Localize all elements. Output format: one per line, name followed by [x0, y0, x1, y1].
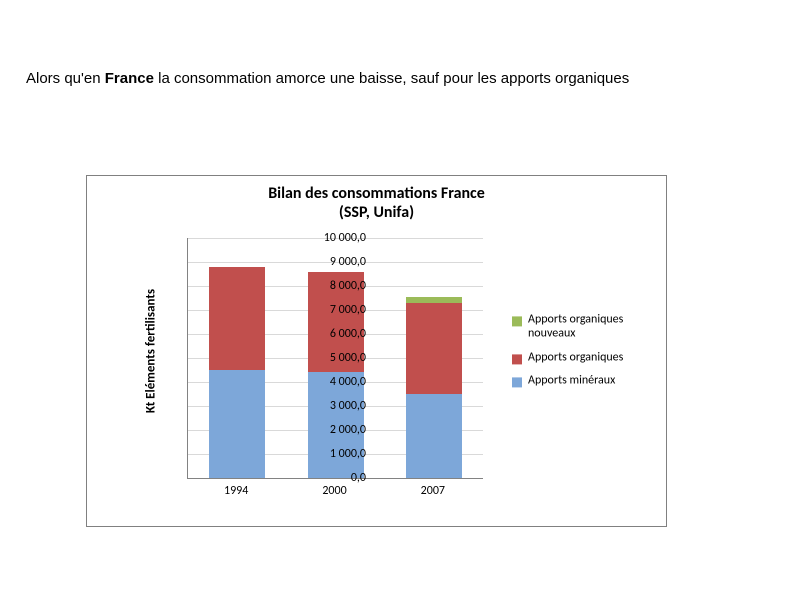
y-tick-label: 9 000,0	[311, 255, 366, 269]
bar-segment	[406, 297, 462, 303]
chart-title: Bilan des consommations France (SSP, Uni…	[87, 184, 666, 222]
y-tick-label: 8 000,0	[311, 279, 366, 293]
heading-pre: Alors qu'en	[26, 70, 105, 87]
legend: Apports organiques nouveaux Apports organ…	[512, 303, 658, 398]
y-tick-label: 7 000,0	[311, 303, 366, 317]
legend-label: Apports organiques	[528, 351, 623, 365]
heading-post: la consommation amorce une baisse, sauf …	[154, 70, 629, 87]
y-tick-label: 5 000,0	[311, 351, 366, 365]
legend-swatch	[512, 316, 522, 326]
y-axis-label: Kt Eléments fertilisants	[144, 289, 159, 413]
legend-label: Apports minéraux	[528, 375, 615, 389]
x-tick-label: 2000	[305, 484, 365, 498]
bar-segment	[406, 394, 462, 478]
legend-swatch	[512, 378, 522, 388]
bar-segment	[209, 267, 265, 370]
legend-label: Apports organiques nouveaux	[528, 313, 658, 341]
heading-bold: France	[105, 70, 154, 87]
y-tick-label: 6 000,0	[311, 327, 366, 341]
legend-item: Apports organiques	[512, 351, 658, 365]
y-tick-label: 10 000,0	[311, 231, 366, 245]
bar-segment	[209, 370, 265, 478]
bar-segment	[406, 303, 462, 394]
chart-title-line2: (SSP, Unifa)	[87, 203, 666, 222]
bar-group	[406, 238, 462, 478]
legend-item: Apports organiques nouveaux	[512, 313, 658, 341]
chart-title-line1: Bilan des consommations France	[87, 184, 666, 203]
y-tick-label: 0,0	[311, 471, 366, 485]
chart-frame: Bilan des consommations France (SSP, Uni…	[86, 175, 667, 527]
y-tick-label: 4 000,0	[311, 375, 366, 389]
x-tick-label: 2007	[403, 484, 463, 498]
y-tick-label: 2 000,0	[311, 423, 366, 437]
y-tick-label: 3 000,0	[311, 399, 366, 413]
legend-swatch	[512, 354, 522, 364]
y-tick-label: 1 000,0	[311, 447, 366, 461]
page-heading: Alors qu'en France la consommation amorc…	[26, 70, 629, 87]
legend-item: Apports minéraux	[512, 375, 658, 389]
x-tick-label: 1994	[206, 484, 266, 498]
bar-group	[209, 238, 265, 478]
